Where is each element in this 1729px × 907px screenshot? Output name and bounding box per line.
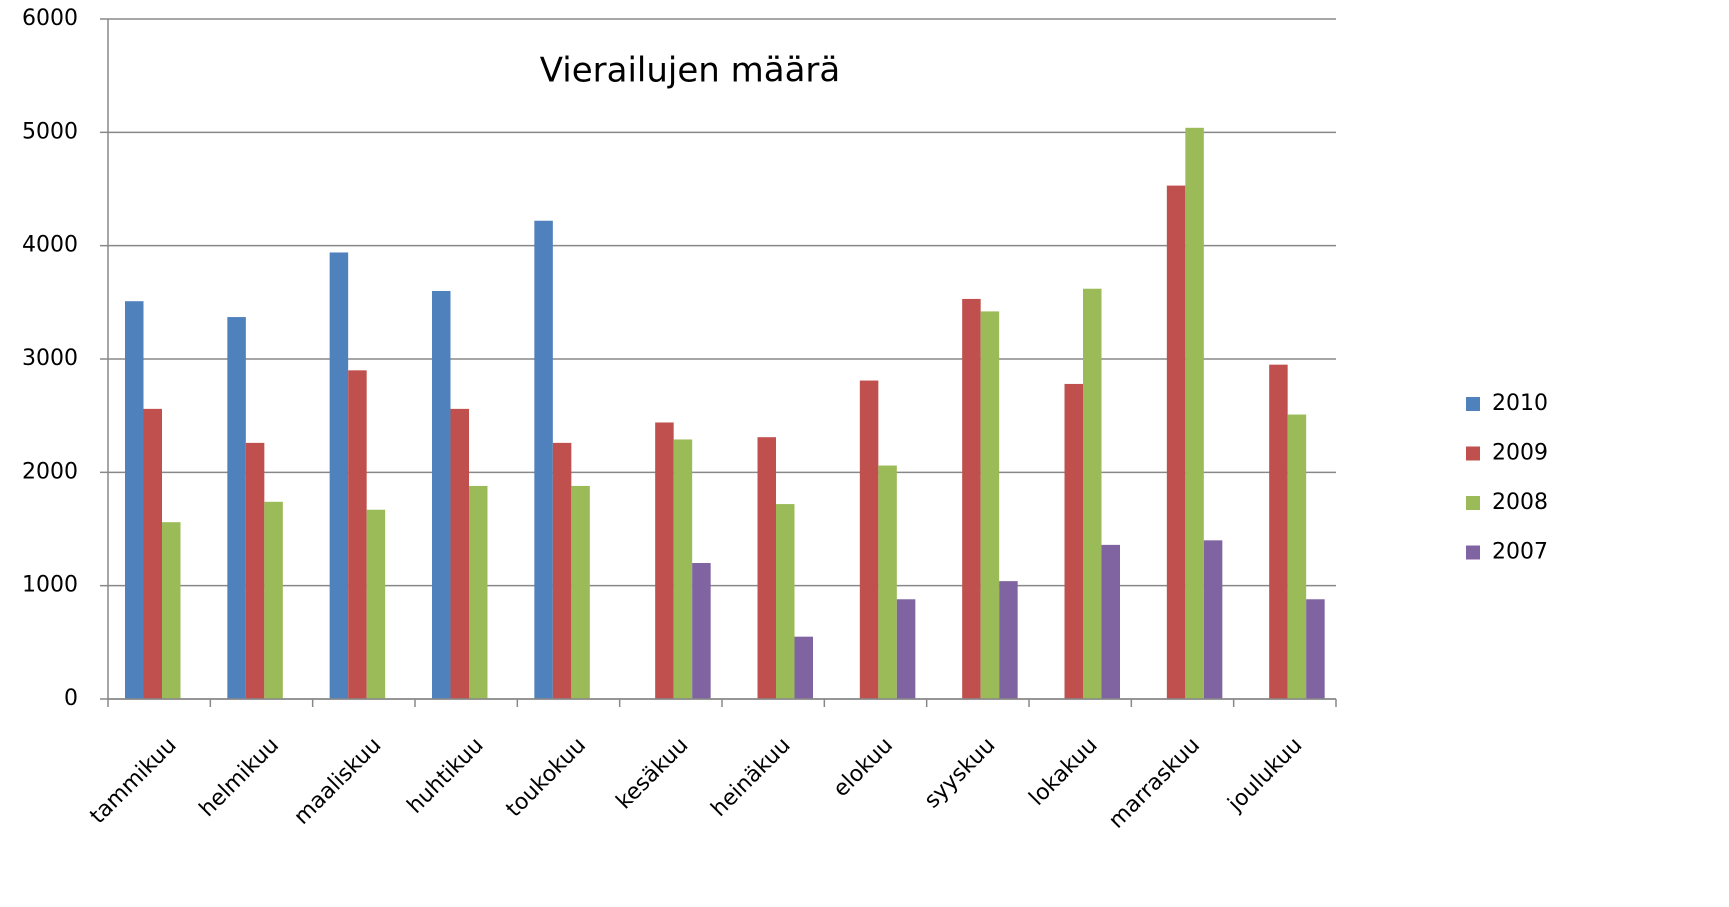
bar bbox=[366, 509, 386, 699]
x-tick-label: kesäkuu bbox=[612, 733, 694, 815]
bar bbox=[227, 317, 246, 699]
y-tick-label: 1000 bbox=[22, 573, 78, 598]
bar bbox=[794, 636, 813, 699]
bar bbox=[980, 311, 1000, 699]
legend-swatch bbox=[1466, 397, 1480, 411]
x-tick-label: syyskuu bbox=[920, 733, 1001, 814]
bar bbox=[896, 599, 916, 699]
x-tick-label: lokakuu bbox=[1025, 733, 1103, 811]
x-tick-label: marraskuu bbox=[1104, 733, 1205, 834]
bar bbox=[692, 563, 711, 699]
chart-title: Vierailujen määrä bbox=[540, 51, 840, 91]
bar bbox=[432, 291, 451, 699]
legend-label: 2010 bbox=[1492, 391, 1548, 416]
bar bbox=[962, 298, 981, 699]
y-tick-label: 2000 bbox=[22, 459, 78, 484]
y-tick-label: 5000 bbox=[22, 119, 78, 144]
bar bbox=[329, 252, 349, 699]
bar bbox=[1064, 383, 1083, 699]
bar bbox=[1166, 185, 1186, 700]
bar bbox=[552, 442, 572, 699]
legend-label: 2007 bbox=[1492, 540, 1548, 565]
x-tick-label: helmikuu bbox=[195, 733, 284, 822]
bar bbox=[1287, 414, 1307, 699]
bar bbox=[1101, 544, 1120, 699]
bar bbox=[757, 437, 776, 699]
bar bbox=[1203, 540, 1223, 699]
bar bbox=[859, 380, 879, 699]
legend-swatch bbox=[1466, 446, 1480, 461]
bar bbox=[469, 485, 488, 699]
bar bbox=[776, 504, 795, 699]
bar bbox=[245, 442, 265, 699]
bar bbox=[878, 465, 897, 699]
bar bbox=[162, 522, 181, 699]
bar bbox=[264, 501, 283, 699]
x-tick-label: joulukuu bbox=[1223, 733, 1308, 818]
x-tick-label: heinäkuu bbox=[707, 733, 796, 822]
bar bbox=[1083, 288, 1102, 699]
bar bbox=[1185, 127, 1204, 700]
x-tick-label: maaliskuu bbox=[289, 733, 386, 830]
x-tick-label: elokuu bbox=[829, 733, 898, 802]
bar bbox=[1269, 364, 1288, 699]
bar bbox=[673, 439, 693, 699]
legend-swatch bbox=[1466, 496, 1480, 510]
y-tick-label: 3000 bbox=[22, 346, 78, 371]
bar bbox=[143, 408, 162, 699]
bar bbox=[348, 370, 367, 699]
y-tick-label: 4000 bbox=[22, 233, 78, 258]
bar bbox=[655, 422, 674, 699]
x-tick-label: toukokuu bbox=[502, 733, 591, 822]
legend-swatch bbox=[1466, 545, 1480, 560]
bar bbox=[999, 581, 1018, 699]
legend-label: 2008 bbox=[1492, 490, 1548, 515]
bar bbox=[450, 408, 469, 699]
bar bbox=[571, 485, 590, 699]
x-tick-label: huhtikuu bbox=[403, 733, 489, 819]
y-tick-label: 0 bbox=[64, 686, 78, 711]
legend-label: 2009 bbox=[1492, 441, 1548, 466]
y-tick-label: 6000 bbox=[22, 6, 78, 31]
bar bbox=[534, 220, 553, 699]
bar bbox=[1306, 599, 1325, 699]
bar bbox=[125, 301, 144, 699]
x-tick-label: tammikuu bbox=[85, 733, 181, 829]
